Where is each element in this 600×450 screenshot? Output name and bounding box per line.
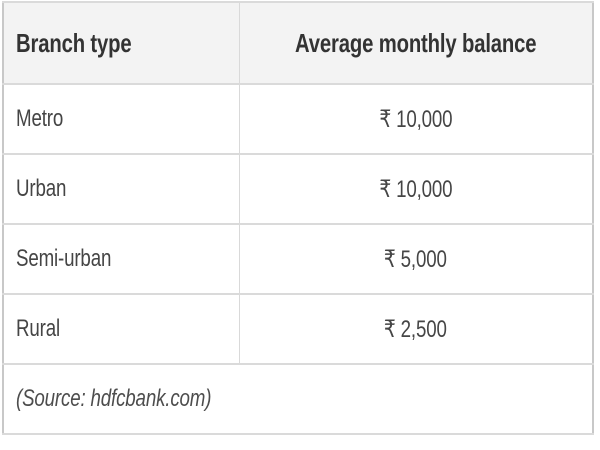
branch-type-cell: Urban — [3, 153, 240, 225]
branch-type-cell: Semi-urban — [3, 223, 240, 295]
table-row-rural: Rural ₹ 2,500 — [3, 293, 593, 365]
branch-type-value: Metro — [16, 105, 64, 132]
source-note-text: (Source: hdfcbank.com) — [16, 385, 212, 412]
average-monthly-balance-table: Branch type Average monthly balance Metr… — [2, 1, 594, 435]
balance-value: ₹ 10,000 — [379, 175, 453, 203]
column-header-average-monthly-balance: Average monthly balance — [239, 1, 593, 85]
table-row-semi-urban: Semi-urban ₹ 5,000 — [3, 223, 593, 295]
balance-value: ₹ 10,000 — [379, 105, 453, 133]
branch-type-value: Urban — [16, 175, 67, 202]
column-header-branch-type: Branch type — [3, 1, 240, 85]
column-header-branch-type-label: Branch type — [16, 27, 132, 58]
balance-cell: ₹ 5,000 — [239, 223, 593, 295]
table-row-metro: Metro ₹ 10,000 — [3, 83, 593, 155]
table-row-urban: Urban ₹ 10,000 — [3, 153, 593, 225]
balance-value: ₹ 2,500 — [384, 315, 448, 343]
branch-type-value: Semi-urban — [16, 245, 112, 272]
balance-cell: ₹ 10,000 — [239, 83, 593, 155]
table-header-row: Branch type Average monthly balance — [3, 1, 593, 85]
column-header-average-monthly-balance-label: Average monthly balance — [295, 27, 537, 58]
balance-value: ₹ 5,000 — [384, 245, 448, 273]
branch-type-value: Rural — [16, 315, 60, 342]
table-source-row: (Source: hdfcbank.com) — [3, 363, 593, 435]
balance-cell: ₹ 2,500 — [239, 293, 593, 365]
branch-type-cell: Rural — [3, 293, 240, 365]
source-note-cell: (Source: hdfcbank.com) — [3, 363, 593, 435]
branch-type-cell: Metro — [3, 83, 240, 155]
balance-cell: ₹ 10,000 — [239, 153, 593, 225]
